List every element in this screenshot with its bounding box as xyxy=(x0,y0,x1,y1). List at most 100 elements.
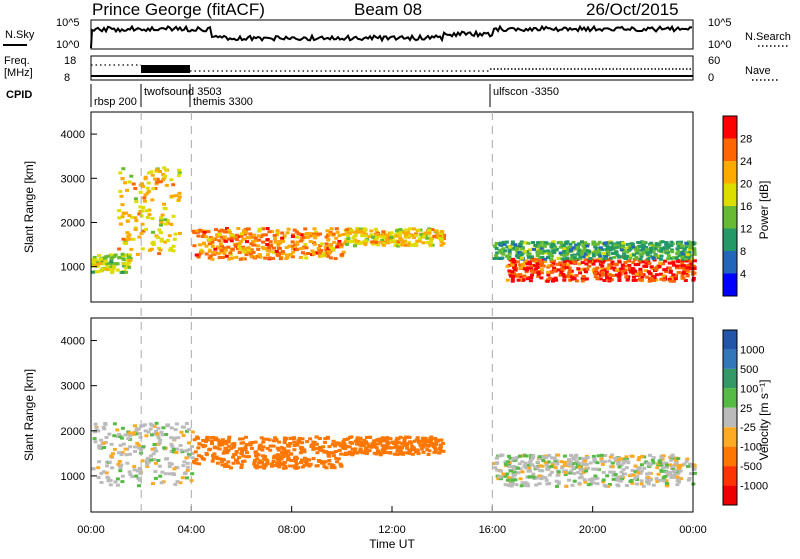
power-cell xyxy=(692,267,697,271)
power-cell xyxy=(414,233,419,237)
velocity-cell xyxy=(523,481,528,485)
power-cell xyxy=(149,170,154,174)
velocity-cell xyxy=(265,446,270,450)
velocity-cell xyxy=(665,473,670,477)
velocity-cell xyxy=(583,459,588,463)
power-cell xyxy=(229,233,234,237)
velocity-cell xyxy=(248,443,253,447)
power-cell xyxy=(604,258,609,262)
power-cell xyxy=(201,233,206,237)
power-cell xyxy=(680,244,685,248)
power-cell xyxy=(382,241,387,245)
power-cell xyxy=(627,266,632,270)
velocity-cell xyxy=(174,422,179,426)
velocity-cell xyxy=(638,471,643,475)
velocity-cell xyxy=(637,456,642,459)
power-cell xyxy=(567,269,572,273)
freq-block xyxy=(141,65,190,73)
power-cell xyxy=(556,256,561,260)
power-cell xyxy=(261,240,266,244)
power-cell xyxy=(617,270,622,274)
power-cell xyxy=(541,264,546,268)
velocity-cell xyxy=(364,451,369,455)
cpid-mode-1: twofsound 3503 xyxy=(144,86,222,98)
power-cell xyxy=(595,242,600,246)
velocity-cell xyxy=(211,456,216,460)
velocity-cell xyxy=(180,425,185,429)
velocity-cell xyxy=(213,438,218,442)
velocity-cell xyxy=(407,451,412,455)
power-cell xyxy=(653,247,658,251)
velocity-cell xyxy=(593,467,598,471)
velocity-cell xyxy=(525,482,530,486)
velocity-cell xyxy=(591,467,596,471)
velocity-cell xyxy=(560,466,564,470)
time-tick-label-4: 16:00 xyxy=(479,524,507,536)
nave-tick-top: 60 xyxy=(708,55,720,67)
power-cell xyxy=(546,270,551,274)
power-cell xyxy=(670,250,675,254)
power-cell xyxy=(670,248,674,252)
power-cell xyxy=(610,260,615,264)
velocity-cell xyxy=(334,450,338,453)
velocity-cell xyxy=(375,438,380,442)
velocity-cell xyxy=(581,463,586,466)
velocity-cell xyxy=(150,447,155,451)
power-cell xyxy=(207,256,212,260)
power-cell xyxy=(539,276,544,280)
velocity-cell xyxy=(388,451,393,455)
power-cell xyxy=(281,252,286,256)
velocity-cell xyxy=(364,436,369,439)
power-cell xyxy=(197,253,202,257)
velocity-cell xyxy=(368,435,372,439)
power-cell xyxy=(171,249,176,253)
velocity-cell xyxy=(563,473,568,477)
velocity-cell xyxy=(664,461,669,465)
power-cell xyxy=(558,261,563,265)
velocity-cell xyxy=(583,469,588,473)
power-cell xyxy=(685,268,690,272)
power-cell xyxy=(349,228,354,232)
power-cell xyxy=(313,242,317,246)
velocity-cell xyxy=(212,452,217,456)
velocity-cell xyxy=(603,454,608,457)
velocity-cell xyxy=(352,448,357,452)
velocity-cell xyxy=(520,460,525,464)
power-cell xyxy=(633,269,638,273)
velocity-cell xyxy=(300,458,304,462)
velocity-cell xyxy=(99,438,104,442)
power-cell xyxy=(125,188,129,192)
velocity-cell xyxy=(556,470,561,474)
velocity-cell xyxy=(204,440,208,443)
velocity-cell xyxy=(404,435,409,439)
power-cell xyxy=(174,194,179,198)
power-cell xyxy=(227,257,232,261)
power-cell xyxy=(276,243,281,247)
velocity-cell xyxy=(506,454,511,458)
power-cell xyxy=(585,249,590,253)
velocity-cell xyxy=(201,439,206,442)
velocity-cell xyxy=(494,462,499,466)
power-cell xyxy=(324,235,329,239)
velocity-cell xyxy=(184,449,189,453)
velocity-cell xyxy=(168,472,172,476)
power-cell xyxy=(623,264,628,268)
velocity-cell xyxy=(234,450,239,454)
power-cell xyxy=(595,277,600,281)
power-cell xyxy=(441,242,446,245)
power-cell xyxy=(146,181,151,185)
power-cell xyxy=(564,266,569,270)
velocity-cell xyxy=(109,442,114,446)
power-cell xyxy=(398,243,403,247)
power-cell xyxy=(403,233,408,237)
power-cell xyxy=(691,264,696,268)
power-cell xyxy=(294,230,299,234)
velocity-cell xyxy=(570,463,575,467)
power-cell xyxy=(666,257,671,261)
power-cell xyxy=(522,267,527,271)
velocity-cell xyxy=(405,446,410,450)
power-cell xyxy=(345,242,349,246)
power-cell xyxy=(324,248,329,252)
power-cell xyxy=(597,259,602,263)
velocity-cell xyxy=(639,482,644,486)
